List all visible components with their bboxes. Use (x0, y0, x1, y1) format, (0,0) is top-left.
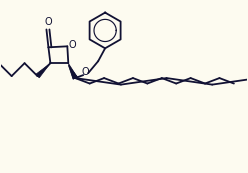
Text: O: O (81, 67, 89, 77)
Text: O: O (68, 40, 76, 50)
Polygon shape (68, 63, 77, 79)
Text: O: O (44, 17, 52, 26)
Polygon shape (36, 63, 50, 78)
Polygon shape (68, 65, 77, 79)
